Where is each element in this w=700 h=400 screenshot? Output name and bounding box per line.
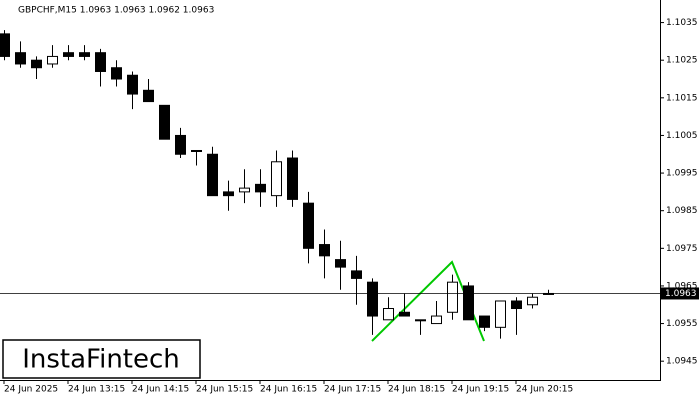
- candle-body: [207, 153, 218, 197]
- x-tick-label: 24 Jun 13:15: [68, 385, 125, 395]
- candle-body: [0, 33, 10, 57]
- y-tick-label: 1.1005: [666, 131, 698, 141]
- logo-box: [2, 339, 201, 379]
- candle-body: [303, 202, 314, 249]
- x-tick-label: 24 Jun 17:15: [324, 385, 381, 395]
- candle-body: [463, 285, 474, 321]
- x-tick-label: 24 Jun 15:15: [196, 385, 253, 395]
- candle-body: [239, 187, 250, 193]
- y-tick-label: 1.0975: [666, 244, 698, 254]
- candle-body: [111, 67, 122, 80]
- x-tick-label: 24 Jun 16:15: [260, 385, 317, 395]
- candle-body: [95, 52, 106, 72]
- x-tick-label: 24 Jun 2025: [4, 385, 58, 395]
- candle-body: [31, 59, 42, 69]
- candle-body: [319, 244, 330, 257]
- candle-body: [79, 52, 90, 57]
- candle-body: [175, 134, 186, 155]
- logo: InstaFintech: [22, 345, 180, 375]
- y-tick-label: 1.0985: [666, 206, 698, 216]
- candle-body: [159, 104, 170, 140]
- candle-body: [447, 281, 458, 313]
- candle-body: [143, 89, 154, 103]
- y-tick-label: 1.0995: [666, 169, 698, 179]
- candle-body: [63, 52, 74, 57]
- candle-body: [495, 300, 506, 328]
- candle-body: [431, 315, 442, 325]
- candle-body: [47, 55, 58, 65]
- last-price-box: [661, 287, 699, 300]
- x-tick-label: 24 Jun 20:15: [516, 385, 573, 395]
- y-tick-label: 1.1035: [666, 18, 698, 28]
- candle-body: [223, 191, 234, 197]
- candle-body: [15, 52, 26, 65]
- candle-body: [287, 157, 298, 200]
- candle-body: [527, 296, 538, 306]
- candle-body: [255, 183, 266, 193]
- y-tick-label: 1.1025: [666, 56, 698, 66]
- y-tick-label: 1.0955: [666, 319, 698, 329]
- marks: [0, 30, 554, 339]
- candle-body: [127, 74, 138, 95]
- candle-body: [383, 308, 394, 321]
- candle-body: [511, 300, 522, 310]
- x-tick-label: 24 Jun 18:15: [388, 385, 445, 395]
- candle-body: [335, 259, 346, 268]
- y-tick-label: 1.0945: [666, 357, 698, 367]
- y-tick-label: 1.0965: [666, 281, 698, 291]
- candle-body: [367, 281, 378, 317]
- candle-body: [479, 315, 490, 328]
- candle-body: [191, 149, 202, 152]
- candle-body: [399, 311, 410, 317]
- x-tick-label: 24 Jun 14:15: [132, 385, 189, 395]
- candle-body: [415, 319, 426, 322]
- last-price-label: 1.0963: [665, 289, 697, 299]
- candle-body: [271, 161, 282, 197]
- y-tick-label: 1.1015: [666, 93, 698, 103]
- chart-title: GBPCHF,M15 1.0963 1.0963 1.0962 1.0963: [18, 6, 214, 16]
- x-tick-label: 24 Jun 19:15: [452, 385, 509, 395]
- candle-body: [351, 270, 362, 279]
